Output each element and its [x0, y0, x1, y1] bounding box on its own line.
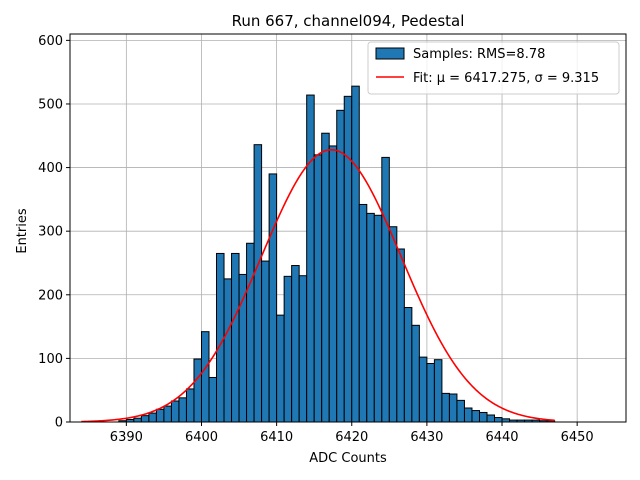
histogram-bar — [418, 356, 428, 423]
plot-frame — [69, 33, 627, 423]
histogram-bar — [163, 405, 172, 423]
histogram-bar — [343, 95, 353, 423]
legend: Samples: RMS=8.78 Fit: μ = 6417.275, σ =… — [367, 41, 620, 95]
histogram-bar — [358, 203, 368, 423]
histogram-bar — [441, 392, 450, 423]
histogram-bar — [216, 252, 225, 423]
y-tick-label: 400 — [38, 161, 63, 176]
histogram-bar — [170, 400, 180, 423]
histogram-bar — [486, 414, 496, 423]
histogram-bar — [321, 132, 330, 423]
x-tick-label: 6430 — [410, 430, 443, 445]
legend-label-samples: Samples: RMS=8.78 — [413, 47, 545, 62]
histogram-bar — [426, 362, 435, 423]
histogram-bar — [298, 275, 308, 423]
y-axis-label: Entries — [15, 208, 30, 254]
x-axis-ticks: 6390 6400 6410 6420 6430 6440 6450 — [110, 422, 594, 445]
histogram-bar — [223, 278, 233, 423]
histogram-bar — [411, 324, 420, 423]
x-tick-label: 6400 — [185, 430, 218, 445]
histogram-bar — [238, 273, 248, 423]
y-tick-label: 100 — [38, 352, 63, 367]
histogram-bar — [133, 417, 142, 423]
histogram-bar — [200, 331, 210, 423]
histogram-bar — [336, 109, 345, 423]
y-axis-ticks: 0 100 200 300 400 500 600 — [38, 34, 70, 431]
histogram-bar — [306, 94, 315, 423]
y-tick-label: 200 — [38, 288, 63, 303]
histogram-bar — [313, 154, 323, 423]
histogram-bar — [178, 397, 187, 423]
histogram-bar — [291, 265, 300, 423]
x-tick-label: 6450 — [561, 430, 594, 445]
x-tick-label: 6410 — [260, 430, 293, 445]
histogram-bar — [140, 415, 150, 423]
y-tick-label: 500 — [38, 97, 63, 112]
histogram-bar — [276, 314, 285, 423]
histogram-bar — [373, 214, 383, 423]
histogram-bar — [246, 242, 255, 423]
histogram-bar — [396, 248, 405, 423]
histogram-bar — [456, 399, 465, 423]
legend-label-fit: Fit: μ = 6417.275, σ = 9.315 — [413, 71, 599, 86]
histogram-bar — [471, 410, 480, 423]
histogram-bar — [148, 412, 157, 423]
histogram-bar — [366, 212, 375, 423]
fit-curve — [81, 148, 555, 423]
y-tick-label: 600 — [38, 34, 63, 49]
fit-curve-layer — [81, 148, 555, 423]
x-tick-label: 6440 — [485, 430, 518, 445]
histogram-bar — [448, 393, 458, 423]
histogram-bar — [328, 145, 338, 423]
histogram-bar — [283, 275, 293, 423]
histogram-bar — [193, 358, 202, 423]
histogram-bar — [494, 417, 503, 423]
y-tick-label: 300 — [38, 225, 63, 240]
histogram-bar — [231, 252, 240, 423]
histogram-bar — [351, 85, 360, 423]
histogram-bar — [208, 376, 218, 423]
histogram-bar — [253, 144, 263, 423]
histogram-bar — [388, 226, 398, 423]
histogram-bar — [433, 359, 443, 423]
legend-box — [367, 41, 620, 95]
histogram-bar — [185, 388, 195, 423]
histogram-bar — [261, 260, 270, 423]
histogram-bar — [403, 307, 413, 423]
chart-title: Run 667, channel094, Pedestal — [232, 12, 465, 30]
histogram-bar — [155, 408, 165, 423]
x-tick-label: 6420 — [335, 430, 368, 445]
histogram-bar — [478, 411, 488, 423]
histogram-bar — [463, 407, 473, 423]
legend-swatch-samples — [375, 47, 405, 60]
y-tick-label: 0 — [55, 416, 63, 431]
histogram-bar — [268, 173, 278, 423]
histogram-bar — [381, 156, 390, 423]
x-tick-label: 6390 — [110, 430, 143, 445]
x-axis-label: ADC Counts — [309, 451, 387, 466]
